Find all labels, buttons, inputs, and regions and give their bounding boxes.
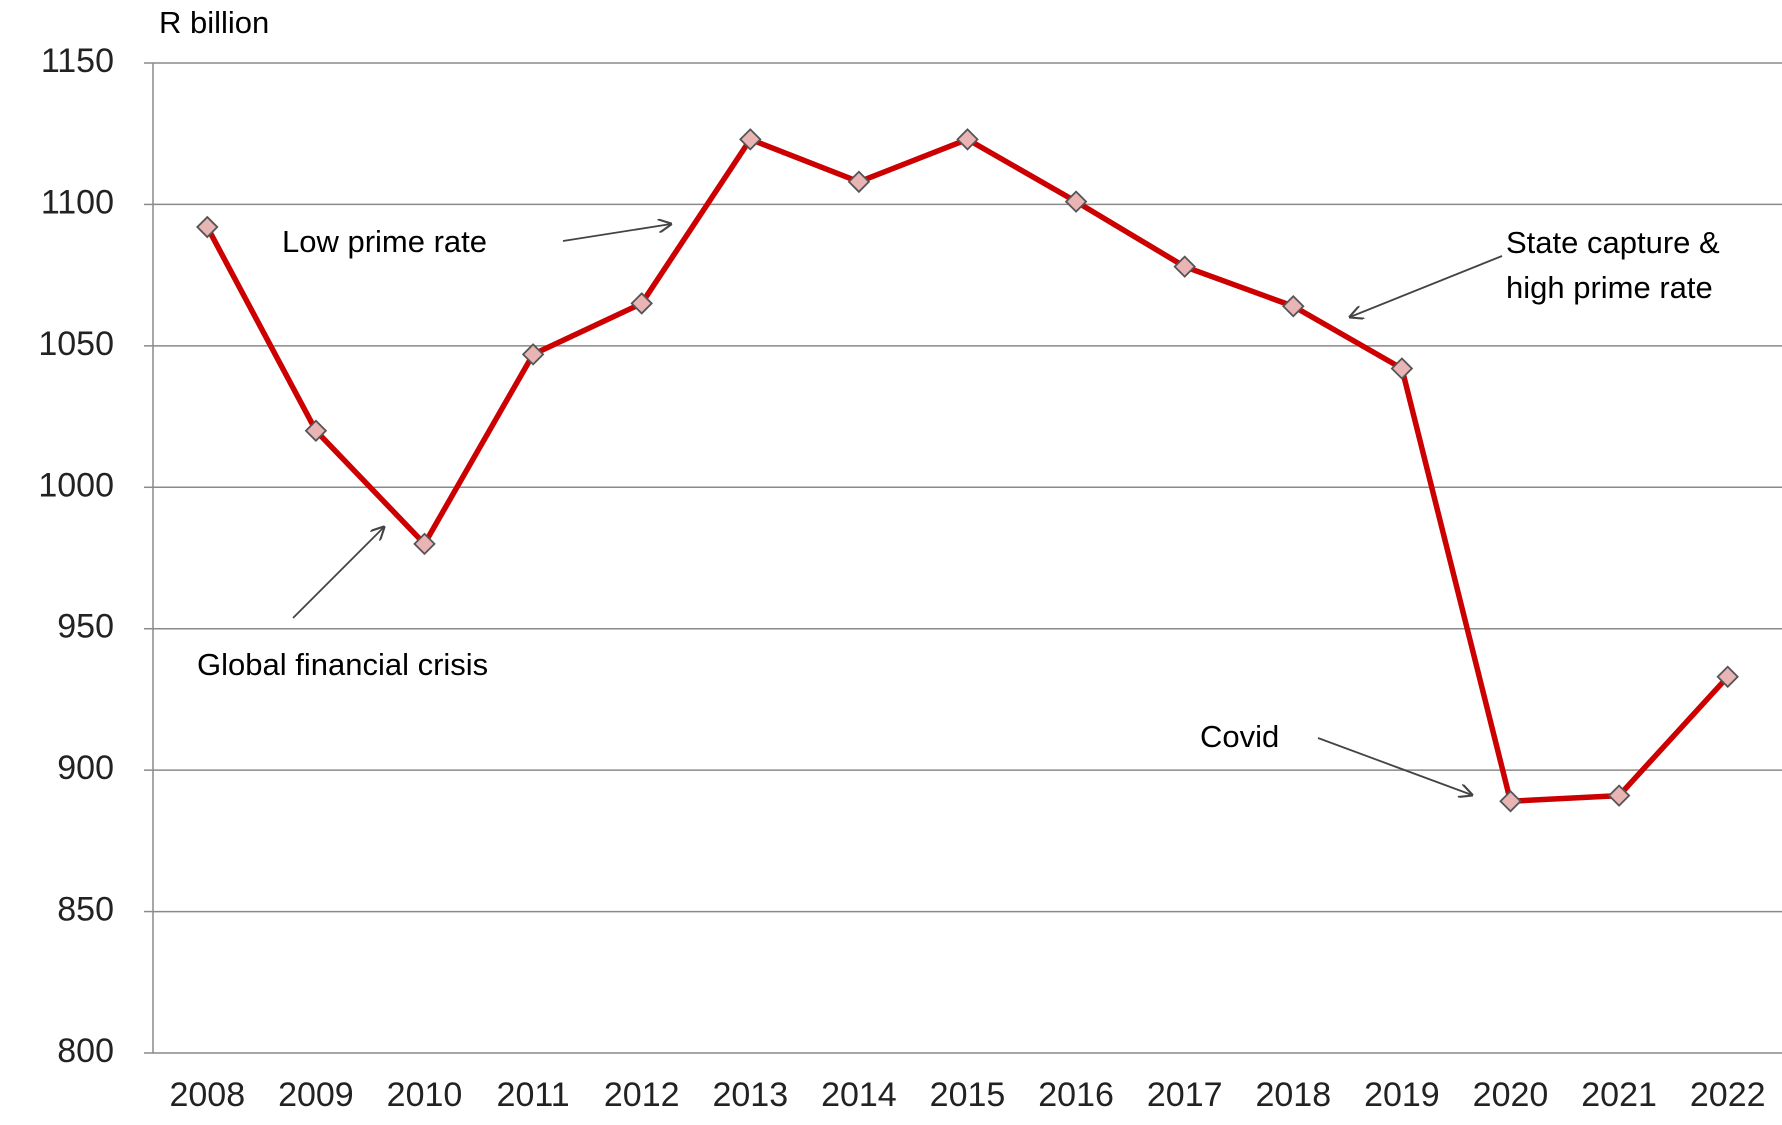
x-tick-label: 2010 [387, 1076, 463, 1114]
axis-unit-label: R billion [159, 5, 269, 40]
annotation-arrow [292, 527, 384, 619]
data-point-marker [304, 419, 328, 442]
data-point-marker [739, 128, 762, 151]
x-tick-label: 2017 [1147, 1076, 1223, 1114]
annotation-arrow [1350, 255, 1503, 317]
data-point-marker [1064, 190, 1088, 213]
data-point-marker [413, 532, 436, 556]
data-point-marker [1390, 357, 1414, 380]
x-tick-label: 2014 [821, 1076, 897, 1114]
x-tick-label: 2012 [604, 1076, 680, 1114]
data-point-marker [196, 215, 219, 239]
x-tick-label: 2011 [497, 1076, 570, 1114]
x-tick-label: 2013 [712, 1076, 788, 1114]
y-tick-label: 1150 [41, 42, 114, 80]
x-tick-label: 2009 [278, 1076, 354, 1114]
data-point-marker [847, 170, 871, 194]
annotation: high prime rate [1506, 270, 1713, 305]
x-tick-label: 2020 [1473, 1076, 1549, 1114]
y-tick-label: 800 [57, 1032, 114, 1070]
y-tick-label: 950 [57, 608, 114, 646]
y-tick-label: 1100 [41, 183, 114, 221]
x-tick-label: 2019 [1364, 1076, 1440, 1114]
annotation: Low prime rate [282, 224, 487, 259]
y-tick-label: 1000 [38, 466, 114, 504]
y-tick-label: 850 [57, 891, 114, 929]
data-point-marker [1173, 255, 1196, 278]
y-tick-label: 1050 [38, 325, 114, 363]
x-tick-label: 2018 [1255, 1076, 1331, 1114]
annotation-arrow [562, 224, 671, 242]
annotation-arrow [1317, 737, 1472, 795]
data-point-marker [521, 343, 545, 366]
annotation: Global financial crisis [197, 647, 488, 682]
data-point-marker [1716, 665, 1739, 689]
x-tick-label: 2022 [1690, 1076, 1766, 1114]
annotation: Covid [1200, 719, 1279, 754]
y-tick-label: 900 [57, 749, 114, 787]
data-point-marker [630, 292, 653, 315]
data-point-marker [956, 128, 979, 151]
x-tick-label: 2021 [1581, 1076, 1657, 1114]
data-point-marker [1607, 784, 1631, 807]
annotation: State capture & [1506, 225, 1720, 260]
data-point-marker [1499, 789, 1522, 813]
x-tick-label: 2016 [1038, 1076, 1114, 1114]
data-point-marker [1282, 294, 1305, 318]
x-tick-label: 2015 [930, 1076, 1006, 1114]
x-tick-label: 2008 [169, 1076, 245, 1114]
